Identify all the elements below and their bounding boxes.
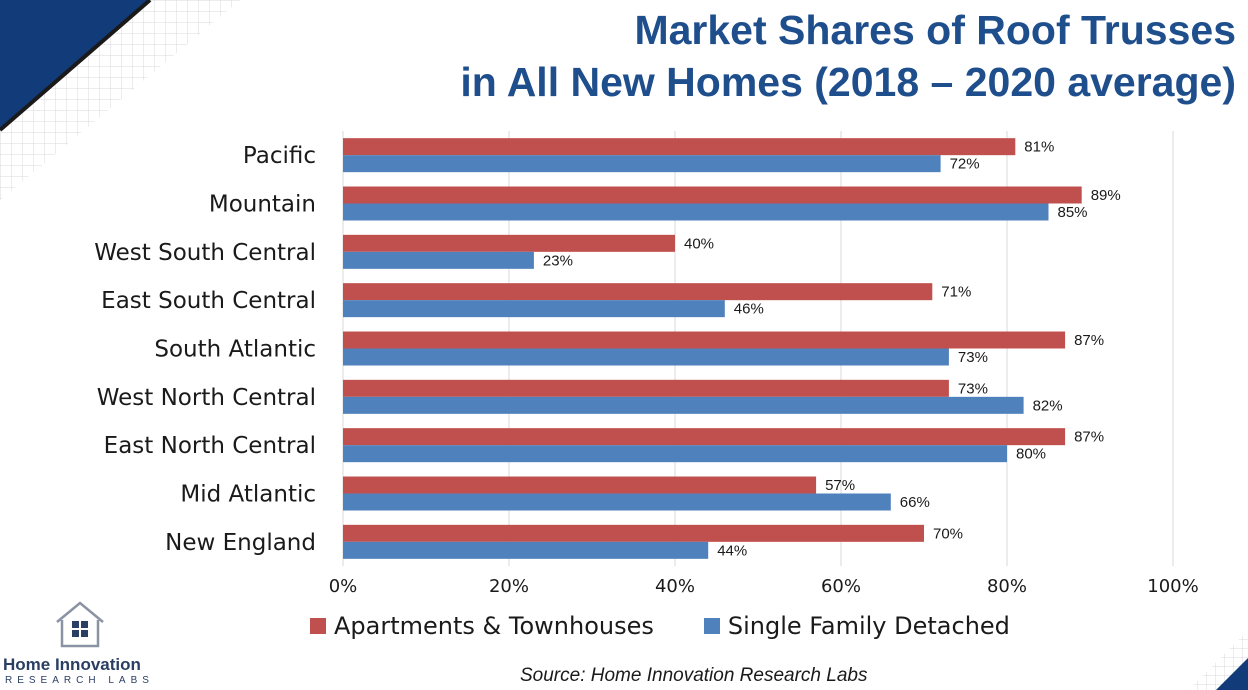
category-label: Pacific [243, 143, 316, 169]
bar-apartments [343, 331, 1066, 349]
chart-legend: Apartments & Townhouses Single Family De… [310, 612, 1060, 640]
data-label: 46% [734, 301, 764, 318]
category-label: South Atlantic [154, 337, 316, 363]
data-label: 66% [900, 494, 930, 511]
corner-decoration-top-left [0, 0, 240, 200]
bar-single-family [343, 251, 534, 269]
bar-apartments [343, 138, 1016, 156]
legend-label-apartments: Apartments & Townhouses [334, 612, 654, 640]
legend-item-apartments: Apartments & Townhouses [310, 612, 654, 640]
data-label: 81% [1024, 139, 1054, 156]
bar-single-family [343, 445, 1007, 463]
data-label: 71% [941, 284, 971, 301]
category-label: West North Central [97, 385, 316, 411]
data-label: 40% [684, 235, 714, 252]
category-label: New England [165, 530, 316, 556]
data-label: 73% [958, 380, 988, 397]
legend-swatch-apartments [310, 618, 326, 634]
x-tick-label: 100% [1147, 576, 1198, 597]
source-note: Source: Home Innovation Research Labs [520, 665, 868, 686]
bar-apartments [343, 379, 949, 397]
x-tick-label: 80% [987, 576, 1027, 597]
bar-single-family [343, 493, 891, 511]
bar-single-family [343, 300, 725, 318]
data-label: 85% [1058, 204, 1088, 221]
category-label: East North Central [104, 433, 316, 459]
logo-subtitle: RESEARCH LABS [5, 675, 154, 686]
title-line-1: Market Shares of Roof Trusses [634, 7, 1236, 53]
legend-item-single-family: Single Family Detached [703, 612, 1010, 640]
bar-single-family [343, 541, 709, 559]
page-title: Market Shares of Roof Trusses in All New… [460, 4, 1236, 108]
category-label: East South Central [101, 288, 316, 314]
bar-apartments [343, 428, 1066, 446]
data-label: 87% [1074, 332, 1104, 349]
data-label: 57% [825, 477, 855, 494]
bar-apartments [343, 186, 1082, 204]
data-label: 87% [1074, 429, 1104, 446]
category-label: Mountain [209, 192, 316, 218]
x-tick-label: 20% [489, 576, 529, 597]
bar-single-family [343, 396, 1024, 414]
data-label: 89% [1091, 187, 1121, 204]
data-label: 23% [543, 252, 573, 269]
data-label: 72% [950, 156, 980, 173]
bar-single-family [343, 203, 1049, 221]
corner-decoration-bottom-right [1188, 630, 1248, 690]
bar-apartments [343, 234, 675, 252]
title-line-2: in All New Homes (2018 – 2020 average) [460, 59, 1236, 105]
logo-name: Home Innovation [3, 655, 141, 674]
bar-apartments [343, 524, 924, 542]
bar-single-family [343, 155, 941, 173]
data-label: 70% [933, 525, 963, 542]
x-tick-label: 0% [329, 576, 358, 597]
data-label: 73% [958, 349, 988, 366]
bar-single-family [343, 348, 949, 366]
data-label: 82% [1033, 397, 1063, 414]
legend-swatch-single-family [703, 618, 720, 634]
x-tick-label: 40% [655, 576, 695, 597]
data-label: 80% [1016, 446, 1046, 463]
x-tick-label: 60% [821, 576, 861, 597]
category-label: West South Central [94, 240, 316, 266]
data-label: 44% [717, 542, 747, 559]
house-logo-icon [56, 601, 104, 648]
bar-apartments [343, 283, 933, 301]
category-label: Mid Atlantic [180, 482, 316, 508]
legend-label-single-family: Single Family Detached [727, 612, 1010, 640]
bar-apartments [343, 476, 817, 494]
